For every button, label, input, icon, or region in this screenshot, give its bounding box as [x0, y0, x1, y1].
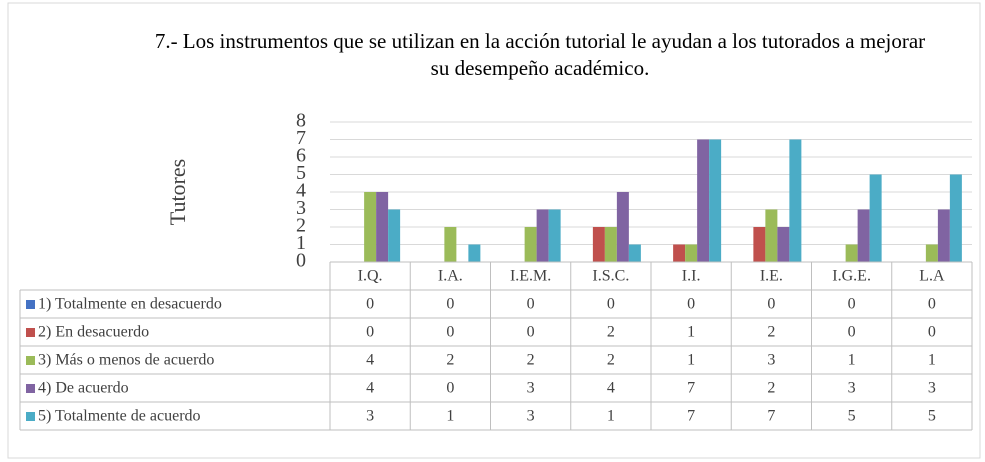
bar: [685, 244, 698, 262]
y-tick-label: 6: [296, 145, 306, 167]
table-value: 1: [687, 352, 695, 369]
bar: [777, 227, 790, 262]
bar: [857, 209, 870, 262]
y-tick-label: 8: [296, 110, 306, 132]
table-value: 2: [767, 324, 775, 341]
table-value: 1: [687, 324, 695, 341]
bar: [697, 139, 710, 262]
table-value: 7: [687, 380, 695, 397]
y-axis-label: Tutores: [165, 159, 190, 225]
x-tick-label: I.I.: [682, 268, 701, 285]
bar: [604, 227, 617, 262]
bar: [789, 139, 802, 262]
legend-label: 5) Totalmente de acuerdo: [38, 408, 201, 425]
table-value: 2: [767, 380, 775, 397]
table-value: 0: [928, 324, 936, 341]
table-value: 0: [848, 296, 856, 313]
table-value: 3: [366, 408, 374, 425]
bar: [444, 227, 457, 262]
table-value: 0: [527, 296, 535, 313]
y-tick-label: 0: [296, 250, 306, 272]
table-value: 0: [527, 324, 535, 341]
table-value: 5: [928, 408, 936, 425]
legend-swatch: [26, 356, 35, 365]
table-value: 0: [366, 296, 374, 313]
table-value: 0: [928, 296, 936, 313]
bar: [845, 244, 858, 262]
table-value: 2: [607, 324, 615, 341]
table-value: 3: [928, 380, 936, 397]
legend-label: 4) De acuerdo: [38, 380, 129, 397]
bar: [388, 209, 401, 262]
bar: [468, 244, 481, 262]
legend-label: 2) En desacuerdo: [38, 324, 149, 341]
y-tick-label: 4: [296, 180, 306, 202]
table-value: 3: [767, 352, 775, 369]
bar: [937, 209, 950, 262]
table-value: 0: [607, 296, 615, 313]
table-value: 7: [767, 408, 775, 425]
bar: [673, 244, 686, 262]
table-value: 2: [607, 352, 615, 369]
legend-label: 1) Totalmente en desacuerdo: [38, 296, 222, 313]
y-tick-label: 2: [296, 215, 306, 237]
bar: [925, 244, 938, 262]
bar: [765, 209, 778, 262]
bar: [364, 192, 377, 262]
x-tick-label: I.Q.: [358, 268, 383, 285]
table-value: 5: [848, 408, 856, 425]
bar: [949, 174, 962, 262]
table-value: 1: [607, 408, 615, 425]
x-tick-label: I.S.C.: [592, 268, 629, 285]
table-value: 7: [687, 408, 695, 425]
table-value: 4: [607, 380, 615, 397]
table-value: 0: [848, 324, 856, 341]
table-value: 0: [366, 324, 374, 341]
x-tick-label: I.G.E.: [832, 268, 871, 285]
table-value: 0: [446, 380, 454, 397]
x-tick-label: I.E.: [760, 268, 783, 285]
table-value: 2: [446, 352, 454, 369]
legend-swatch: [26, 300, 35, 309]
chart-title: 7.- Los instrumentos que se utilizan en …: [154, 29, 926, 80]
table-value: 1: [848, 352, 856, 369]
table-value: 0: [446, 324, 454, 341]
bar: [709, 139, 722, 262]
bar: [869, 174, 882, 262]
bar: [616, 192, 629, 262]
table-value: 1: [928, 352, 936, 369]
x-tick-label: L.A: [919, 268, 945, 285]
y-tick-label: 5: [296, 162, 306, 184]
legend-swatch: [26, 328, 35, 337]
y-tick-label: 1: [296, 232, 306, 254]
bar: [536, 209, 549, 262]
x-tick-label: I.E.M.: [510, 268, 551, 285]
bar: [628, 244, 641, 262]
x-tick-label: I.A.: [438, 268, 463, 285]
table-value: 4: [366, 352, 374, 369]
y-tick-label: 3: [296, 197, 306, 219]
table-value: 2: [527, 352, 535, 369]
legend-label: 3) Más o menos de acuerdo: [38, 352, 214, 369]
bar: [524, 227, 537, 262]
table-value: 0: [687, 296, 695, 313]
bar: [753, 227, 766, 262]
table-value: 0: [446, 296, 454, 313]
table-value: 3: [848, 380, 856, 397]
table-value: 3: [527, 408, 535, 425]
table-value: 0: [767, 296, 775, 313]
table-value: 4: [366, 380, 374, 397]
bar: [548, 209, 561, 262]
bar: [376, 192, 389, 262]
bar: [592, 227, 605, 262]
table-value: 3: [527, 380, 535, 397]
chart-border: [7, 2, 981, 459]
legend-swatch: [26, 384, 35, 393]
legend-swatch: [26, 412, 35, 421]
y-tick-label: 7: [296, 127, 306, 149]
table-value: 1: [446, 408, 454, 425]
